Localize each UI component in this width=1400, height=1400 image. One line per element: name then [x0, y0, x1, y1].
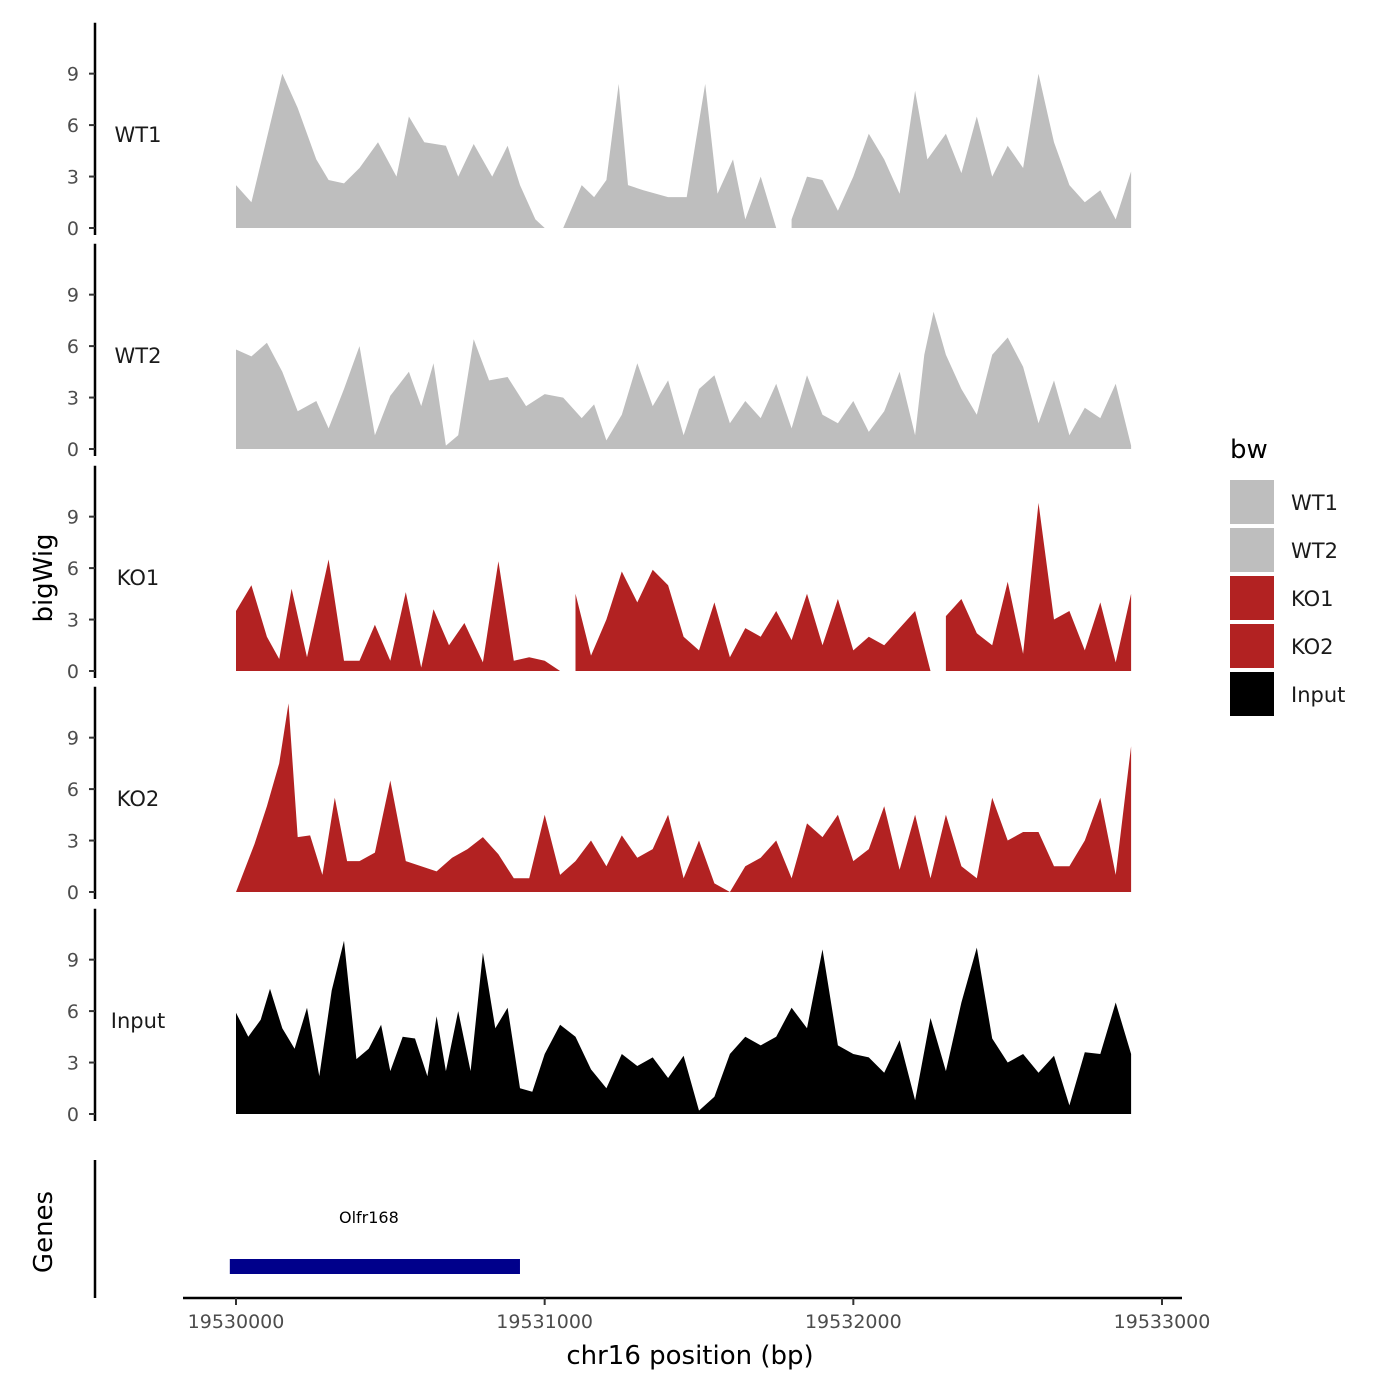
- legend-swatch: [1230, 624, 1274, 668]
- x-axis: chr16 position (bp) 19530000 19531000 1953…: [183, 1296, 1211, 1371]
- area-wt2-seg-0: [236, 311, 1132, 449]
- y-tick-label: 0: [67, 218, 79, 240]
- y-tick-label: 6: [67, 558, 79, 580]
- area-input-seg-0: [236, 940, 1132, 1114]
- y-tick-label: 0: [67, 439, 79, 461]
- track-wt1: 0 3 6 9 WT1: [67, 22, 1132, 240]
- genes-axis-title: Genes: [29, 1191, 59, 1273]
- y-tick-label: 3: [67, 1053, 79, 1075]
- area-wt1-seg-0: [236, 73, 545, 228]
- track-label-ko1: KO1: [117, 566, 160, 590]
- y-tick-label: 9: [67, 950, 79, 972]
- gene-label: Olfr168: [339, 1208, 399, 1227]
- x-axis-title: chr16 position (bp): [566, 1341, 813, 1371]
- y-tick-label: 9: [67, 64, 79, 86]
- x-tick-label: 19533000: [1114, 1311, 1211, 1333]
- area-wt1-seg-1: [563, 83, 777, 229]
- legend-entry-input: Input: [1230, 672, 1345, 716]
- gene-track: Olfr168: [93, 1160, 520, 1298]
- legend-entry-ko2: KO2: [1230, 624, 1334, 668]
- legend-label: WT2: [1291, 539, 1338, 563]
- legend-label: KO2: [1291, 635, 1334, 659]
- legend-label: KO1: [1291, 587, 1334, 611]
- area-ko1-seg-1: [575, 569, 931, 671]
- y-tick-label: 9: [67, 728, 79, 750]
- y-tick-label: 9: [67, 285, 79, 307]
- legend-entry-wt2: WT2: [1230, 528, 1338, 572]
- area-ko2-seg-0: [236, 703, 1132, 892]
- y-tick-label: 6: [67, 115, 79, 137]
- x-tick-label: 19532000: [805, 1311, 902, 1333]
- x-tick-label: 19531000: [496, 1311, 593, 1333]
- track-label-input: Input: [111, 1009, 165, 1033]
- y-tick-label: 3: [67, 167, 79, 189]
- track-input: 0 3 6 9 Input: [67, 908, 1132, 1126]
- legend: bw WT1 WT2 KO1 KO2 Input: [1230, 435, 1345, 716]
- area-wt1-seg-2: [791, 73, 1132, 228]
- track-ko1: 0 3 6 9 KO1: [67, 465, 1132, 683]
- y-tick-label: 3: [67, 610, 79, 632]
- legend-entry-ko1: KO1: [1230, 576, 1334, 620]
- legend-swatch: [1230, 528, 1274, 572]
- y-tick-label: 0: [67, 661, 79, 683]
- y-tick-label: 6: [67, 336, 79, 358]
- gene-olfr168: [229, 1259, 520, 1274]
- area-ko1-seg-2: [945, 502, 1132, 671]
- y-tick-label: 0: [67, 882, 79, 904]
- y-tick-label: 3: [67, 831, 79, 853]
- legend-swatch: [1230, 480, 1274, 524]
- legend-entry-wt1: WT1: [1230, 480, 1338, 524]
- track-label-ko2: KO2: [117, 787, 160, 811]
- x-tick-label: 19530000: [188, 1311, 285, 1333]
- track-wt2: 0 3 6 9 WT2: [67, 243, 1132, 461]
- track-label-wt1: WT1: [115, 123, 162, 147]
- track-ko2: 0 3 6 9 KO2: [67, 686, 1132, 904]
- legend-label: WT1: [1291, 491, 1338, 515]
- y-tick-label: 0: [67, 1104, 79, 1126]
- bigwig-tracks: 0 3 6 9 WT1 0 3 6 9 WT2 0 3 6 9 KO1 0 3 6 9 KO2 0 3 6 9 Input: [67, 22, 1132, 1126]
- legend-label: Input: [1291, 683, 1345, 707]
- legend-swatch: [1230, 672, 1274, 716]
- legend-title: bw: [1230, 435, 1268, 465]
- legend-swatch: [1230, 576, 1274, 620]
- track-label-wt2: WT2: [115, 344, 162, 368]
- bigwig-axis-title: bigWig: [29, 533, 59, 622]
- y-tick-label: 9: [67, 507, 79, 529]
- y-tick-label: 3: [67, 388, 79, 410]
- y-tick-label: 6: [67, 1001, 79, 1023]
- y-tick-label: 6: [67, 779, 79, 801]
- area-ko1-seg-0: [236, 559, 561, 671]
